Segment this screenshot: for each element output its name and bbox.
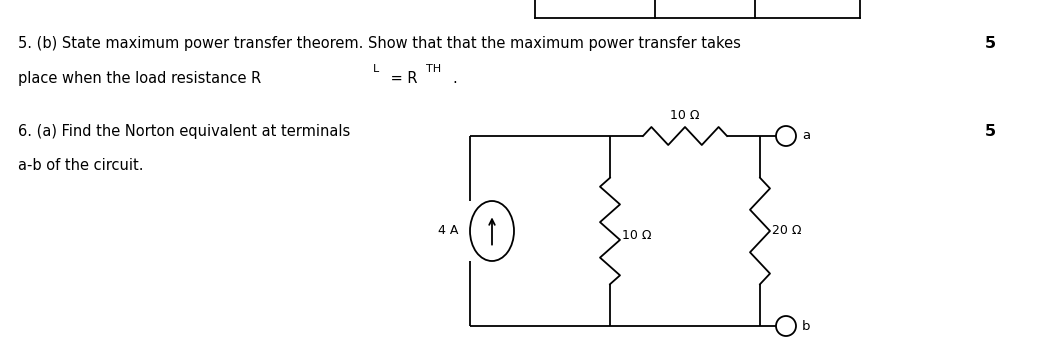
Text: 6. (a) Find the Norton equivalent at terminals: 6. (a) Find the Norton equivalent at ter… [18, 124, 350, 139]
Text: 10 Ω: 10 Ω [622, 229, 651, 243]
Text: 20 Ω: 20 Ω [772, 225, 801, 237]
Text: = R: = R [386, 71, 417, 86]
Text: 10 Ω: 10 Ω [671, 109, 700, 122]
Text: TH: TH [427, 64, 441, 74]
Text: 5. (b) State maximum power transfer theorem. Show that that the maximum power tr: 5. (b) State maximum power transfer theo… [18, 36, 741, 51]
Text: 4 A: 4 A [437, 225, 458, 237]
Text: a-b of the circuit.: a-b of the circuit. [18, 158, 143, 173]
Text: L: L [373, 64, 379, 74]
Text: 5: 5 [985, 36, 996, 51]
Text: .: . [452, 71, 456, 86]
Text: place when the load resistance R: place when the load resistance R [18, 71, 261, 86]
Text: a: a [802, 129, 811, 143]
Text: 5: 5 [985, 124, 996, 139]
Text: b: b [802, 319, 811, 333]
